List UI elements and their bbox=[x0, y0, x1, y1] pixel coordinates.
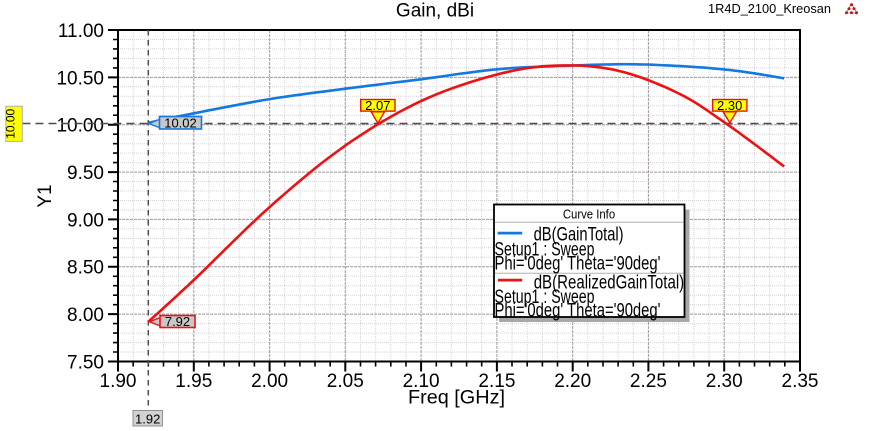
svg-text:Setup1 : Sweep: Setup1 : Sweep bbox=[495, 239, 595, 260]
svg-text:Phi='0deg' Theta='90deg': Phi='0deg' Theta='90deg' bbox=[495, 301, 661, 322]
svg-text:2.07: 2.07 bbox=[365, 98, 390, 113]
svg-text:Curve Info: Curve Info bbox=[563, 208, 615, 222]
svg-text:dB(RealizedGainTotal): dB(RealizedGainTotal) bbox=[534, 273, 685, 294]
svg-text:8.00: 8.00 bbox=[67, 305, 104, 326]
svg-text:Freq [GHz]: Freq [GHz] bbox=[408, 388, 505, 409]
svg-text:9.00: 9.00 bbox=[67, 210, 104, 231]
svg-text:10.00: 10.00 bbox=[56, 116, 104, 137]
svg-text:11.00: 11.00 bbox=[58, 21, 104, 42]
svg-text:Phi='0deg' Theta='90deg': Phi='0deg' Theta='90deg' bbox=[495, 253, 661, 274]
svg-text:7.92: 7.92 bbox=[165, 314, 190, 329]
svg-text:10.02: 10.02 bbox=[164, 115, 197, 130]
svg-text:1R4D_2100_Kreosan: 1R4D_2100_Kreosan bbox=[708, 2, 831, 16]
svg-text:2.00: 2.00 bbox=[251, 371, 288, 392]
svg-text:2.10: 2.10 bbox=[403, 371, 440, 392]
svg-text:2.25: 2.25 bbox=[630, 371, 667, 392]
svg-text:dB(GainTotal): dB(GainTotal) bbox=[534, 225, 624, 246]
svg-text:2.15: 2.15 bbox=[478, 371, 515, 392]
svg-text:1.95: 1.95 bbox=[175, 371, 212, 392]
svg-text:2.35: 2.35 bbox=[782, 371, 819, 392]
svg-text:Setup1 : Sweep: Setup1 : Sweep bbox=[495, 287, 595, 308]
svg-text:1.92: 1.92 bbox=[135, 411, 160, 426]
svg-text:2.30: 2.30 bbox=[717, 98, 742, 113]
svg-text:Gain, dBi: Gain, dBi bbox=[396, 0, 474, 21]
svg-text:2.05: 2.05 bbox=[327, 371, 364, 392]
svg-text:2.20: 2.20 bbox=[554, 371, 591, 392]
svg-text:9.50: 9.50 bbox=[67, 163, 104, 184]
svg-text:1.90: 1.90 bbox=[100, 371, 137, 392]
svg-text:2.30: 2.30 bbox=[706, 371, 743, 392]
svg-text:7.50: 7.50 bbox=[67, 352, 104, 373]
svg-text:10.50: 10.50 bbox=[56, 68, 104, 89]
svg-text:Y1: Y1 bbox=[35, 184, 56, 207]
svg-text:8.50: 8.50 bbox=[67, 258, 104, 279]
svg-text:10.00: 10.00 bbox=[4, 108, 18, 138]
